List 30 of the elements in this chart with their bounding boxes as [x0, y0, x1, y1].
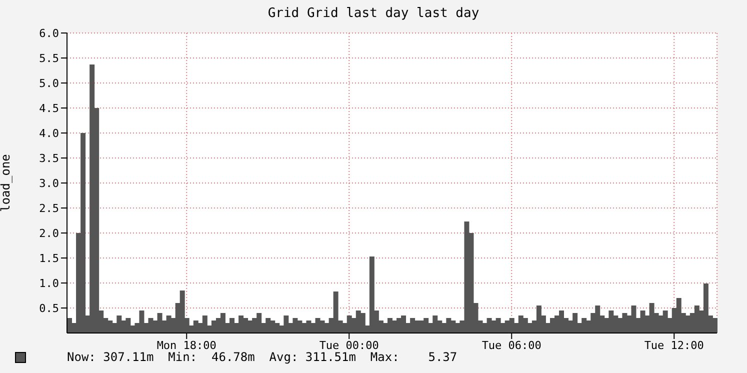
y-tick-label: 5.0 [39, 76, 59, 90]
bar [640, 310, 646, 333]
bar [157, 313, 162, 333]
bar [712, 318, 718, 333]
bar [522, 318, 528, 333]
x-tick-label: Mon 18:00 [156, 338, 216, 352]
y-tick-label: 1.0 [39, 276, 59, 290]
bar [202, 316, 208, 333]
bar [509, 318, 514, 333]
bar [220, 313, 226, 333]
y-tick-label: 4.0 [39, 126, 59, 140]
y-axis-title: load_one [0, 154, 12, 212]
y-tick-label: 6.0 [39, 26, 59, 40]
y-tick-label: 1.5 [39, 252, 59, 265]
text: Now: 307.11m Min: 46.78m Avg: 311.51m Max: 5.37 [67, 350, 458, 364]
y-tick-label: 3.5 [39, 152, 59, 165]
y-tick-label: 2.0 [39, 226, 59, 240]
chart-title: Grid Grid last day last day [266, 6, 480, 21]
bar [662, 310, 668, 333]
x-tick-label: Tue 06:00 [482, 338, 542, 352]
y-tick-label: 0.5 [39, 302, 59, 315]
y-tick-label: 4.5 [39, 102, 59, 115]
bar [360, 313, 366, 333]
y-tick-label: 2.5 [39, 202, 59, 215]
x-tick-label: Tue 00:00 [319, 338, 379, 352]
y-tick-label: 3.0 [39, 176, 59, 190]
y-tick-label: 5.5 [39, 52, 59, 65]
x-tick-label: Tue 12:00 [644, 338, 704, 352]
bar [694, 306, 700, 333]
bar [496, 318, 501, 333]
